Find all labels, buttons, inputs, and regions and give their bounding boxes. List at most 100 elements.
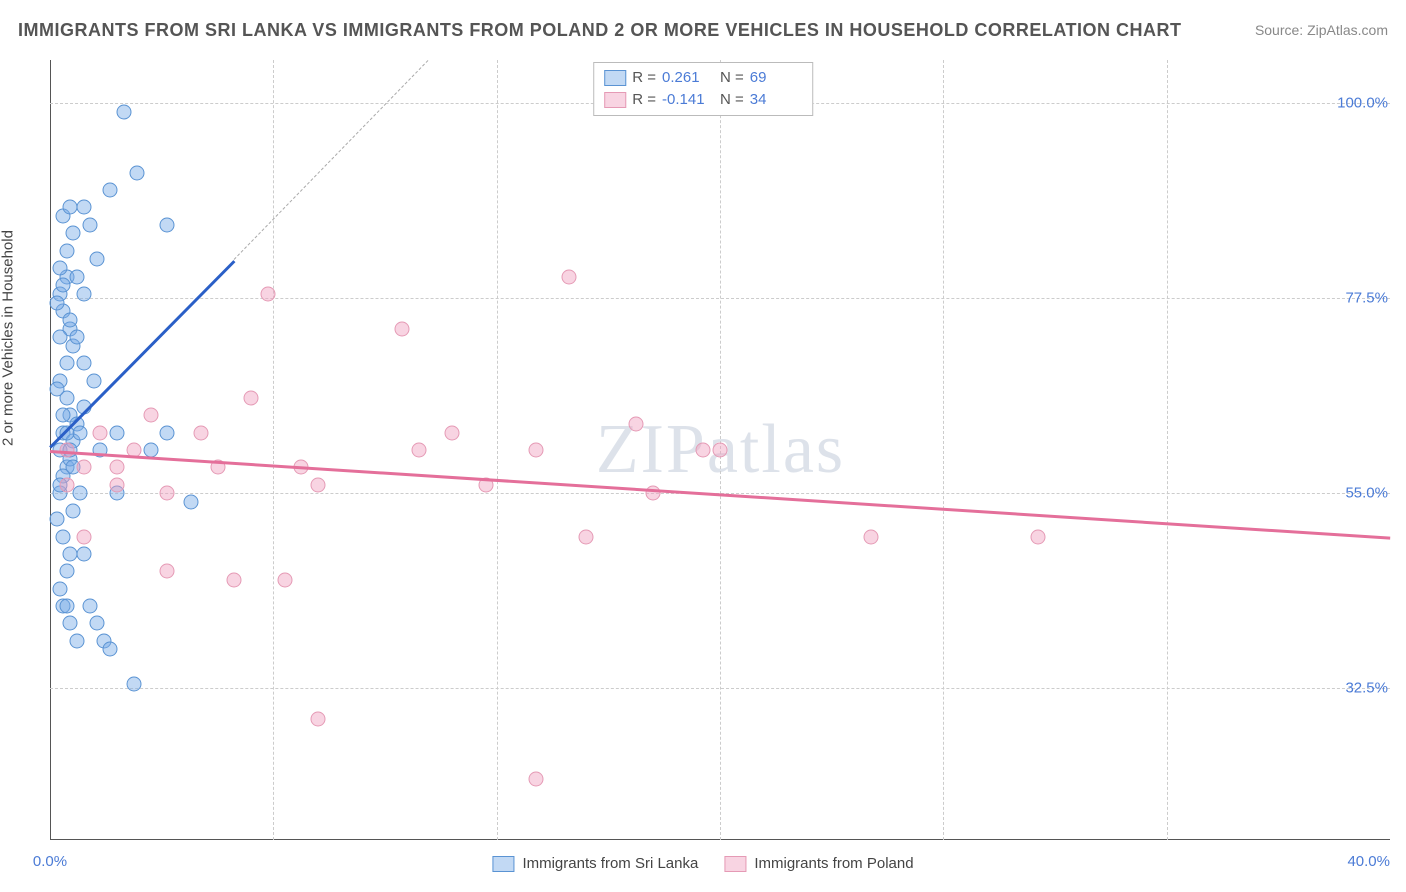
- scatter-point: [76, 547, 91, 562]
- scatter-point: [86, 373, 101, 388]
- scatter-point: [445, 425, 460, 440]
- scatter-point: [53, 581, 68, 596]
- legend-item-label: Immigrants from Poland: [754, 855, 913, 872]
- legend-item-label: Immigrants from Sri Lanka: [522, 855, 698, 872]
- scatter-point: [73, 425, 88, 440]
- scatter-point: [244, 391, 259, 406]
- scatter-point: [83, 217, 98, 232]
- scatter-point: [53, 261, 68, 276]
- legend-swatch-icon: [604, 70, 626, 86]
- scatter-point: [59, 564, 74, 579]
- scatter-point: [69, 633, 84, 648]
- n-label: N =: [720, 67, 744, 89]
- r-label: R =: [632, 89, 656, 111]
- legend-swatch-icon: [492, 856, 514, 872]
- scatter-point: [143, 408, 158, 423]
- gridline-v: [1167, 60, 1168, 840]
- gridline-v: [497, 60, 498, 840]
- scatter-point: [56, 408, 71, 423]
- y-axis-label: 2 or more Vehicles in Household: [0, 230, 17, 446]
- scatter-point: [110, 477, 125, 492]
- scatter-point: [629, 417, 644, 432]
- legend-swatch-icon: [724, 856, 746, 872]
- scatter-point: [76, 200, 91, 215]
- y-tick-label: 100.0%: [1337, 95, 1388, 112]
- gridline-v: [943, 60, 944, 840]
- scatter-point: [126, 677, 141, 692]
- scatter-point: [277, 573, 292, 588]
- scatter-point: [713, 443, 728, 458]
- scatter-point: [66, 503, 81, 518]
- scatter-point: [110, 425, 125, 440]
- y-tick-label: 55.0%: [1345, 485, 1388, 502]
- scatter-point: [193, 425, 208, 440]
- scatter-point: [1031, 529, 1046, 544]
- n-label: N =: [720, 89, 744, 111]
- n-value: 34: [750, 89, 802, 111]
- scatter-point: [183, 495, 198, 510]
- scatter-point: [130, 165, 145, 180]
- legend-item: Immigrants from Sri Lanka: [492, 855, 698, 872]
- scatter-point: [528, 443, 543, 458]
- scatter-point: [93, 425, 108, 440]
- scatter-point: [160, 425, 175, 440]
- scatter-point: [76, 356, 91, 371]
- scatter-point: [49, 295, 64, 310]
- scatter-point: [53, 330, 68, 345]
- scatter-point: [89, 616, 104, 631]
- scatter-point: [89, 252, 104, 267]
- y-tick-label: 32.5%: [1345, 680, 1388, 697]
- scatter-point: [103, 642, 118, 657]
- scatter-point: [73, 486, 88, 501]
- x-tick-label: 0.0%: [33, 853, 67, 870]
- gridline-v: [273, 60, 274, 840]
- scatter-point: [69, 330, 84, 345]
- scatter-point: [66, 226, 81, 241]
- scatter-point: [160, 486, 175, 501]
- scatter-point: [394, 321, 409, 336]
- source-label: Source: ZipAtlas.com: [1255, 22, 1388, 38]
- scatter-point: [160, 564, 175, 579]
- legend-stats-row: R = -0.141 N = 34: [604, 89, 802, 111]
- n-value: 69: [750, 67, 802, 89]
- scatter-point: [311, 477, 326, 492]
- scatter-point: [69, 269, 84, 284]
- scatter-point: [63, 616, 78, 631]
- scatter-point: [110, 460, 125, 475]
- legend-swatch-icon: [604, 92, 626, 108]
- scatter-point: [696, 443, 711, 458]
- scatter-point: [528, 772, 543, 787]
- legend-stats-row: R = 0.261 N = 69: [604, 67, 802, 89]
- scatter-point: [863, 529, 878, 544]
- scatter-point: [56, 278, 71, 293]
- r-value: 0.261: [662, 67, 714, 89]
- scatter-point: [49, 512, 64, 527]
- scatter-point: [76, 529, 91, 544]
- chart-title: IMMIGRANTS FROM SRI LANKA VS IMMIGRANTS …: [18, 20, 1182, 41]
- scatter-point: [59, 477, 74, 492]
- scatter-point: [562, 269, 577, 284]
- scatter-point: [227, 573, 242, 588]
- scatter-point: [103, 183, 118, 198]
- scatter-point: [59, 599, 74, 614]
- scatter-point: [49, 382, 64, 397]
- y-tick-label: 77.5%: [1345, 290, 1388, 307]
- scatter-point: [63, 313, 78, 328]
- legend-stats: R = 0.261 N = 69 R = -0.141 N = 34: [593, 62, 813, 116]
- x-tick-label: 40.0%: [1347, 853, 1390, 870]
- scatter-point: [59, 243, 74, 258]
- scatter-point: [76, 287, 91, 302]
- legend-item: Immigrants from Poland: [724, 855, 913, 872]
- scatter-point: [56, 529, 71, 544]
- scatter-point: [116, 105, 131, 120]
- scatter-point: [59, 356, 74, 371]
- scatter-point: [411, 443, 426, 458]
- r-value: -0.141: [662, 89, 714, 111]
- scatter-point: [160, 217, 175, 232]
- scatter-point: [311, 711, 326, 726]
- scatter-point: [76, 460, 91, 475]
- r-label: R =: [632, 67, 656, 89]
- chart-container: IMMIGRANTS FROM SRI LANKA VS IMMIGRANTS …: [0, 0, 1406, 892]
- legend-series: Immigrants from Sri Lanka Immigrants fro…: [492, 855, 913, 872]
- scatter-point: [83, 599, 98, 614]
